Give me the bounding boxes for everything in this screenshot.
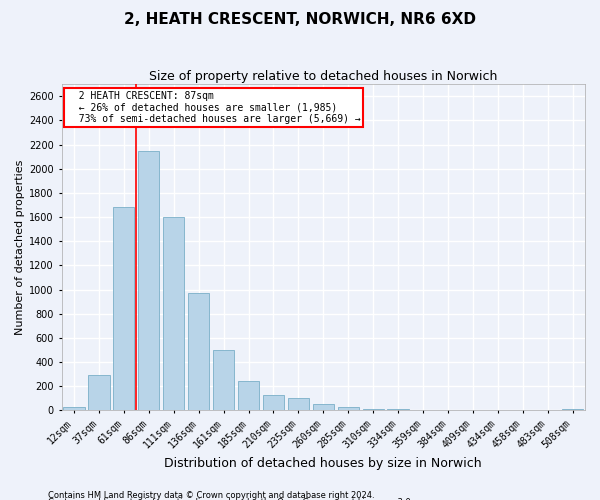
Bar — [88, 375, 110, 410]
Bar — [562, 408, 583, 410]
X-axis label: Distribution of detached houses by size in Norwich: Distribution of detached houses by size … — [164, 457, 482, 470]
Bar — [188, 293, 209, 410]
Bar — [362, 408, 384, 410]
Text: Contains public sector information licensed under the Open Government Licence v3: Contains public sector information licen… — [48, 498, 413, 500]
Bar — [113, 208, 134, 410]
Bar — [64, 408, 85, 410]
Bar — [138, 150, 160, 410]
Bar — [313, 404, 334, 410]
Y-axis label: Number of detached properties: Number of detached properties — [15, 160, 25, 335]
Bar — [163, 217, 184, 410]
Bar — [338, 407, 359, 410]
Text: 2 HEATH CRESCENT: 87sqm
  ← 26% of detached houses are smaller (1,985)
  73% of : 2 HEATH CRESCENT: 87sqm ← 26% of detache… — [67, 90, 361, 124]
Bar — [388, 409, 409, 410]
Bar — [238, 381, 259, 410]
Text: 2, HEATH CRESCENT, NORWICH, NR6 6XD: 2, HEATH CRESCENT, NORWICH, NR6 6XD — [124, 12, 476, 28]
Bar — [213, 350, 234, 410]
Bar — [288, 398, 309, 410]
Text: Contains HM Land Registry data © Crown copyright and database right 2024.: Contains HM Land Registry data © Crown c… — [48, 490, 374, 500]
Title: Size of property relative to detached houses in Norwich: Size of property relative to detached ho… — [149, 70, 497, 83]
Bar — [263, 394, 284, 410]
